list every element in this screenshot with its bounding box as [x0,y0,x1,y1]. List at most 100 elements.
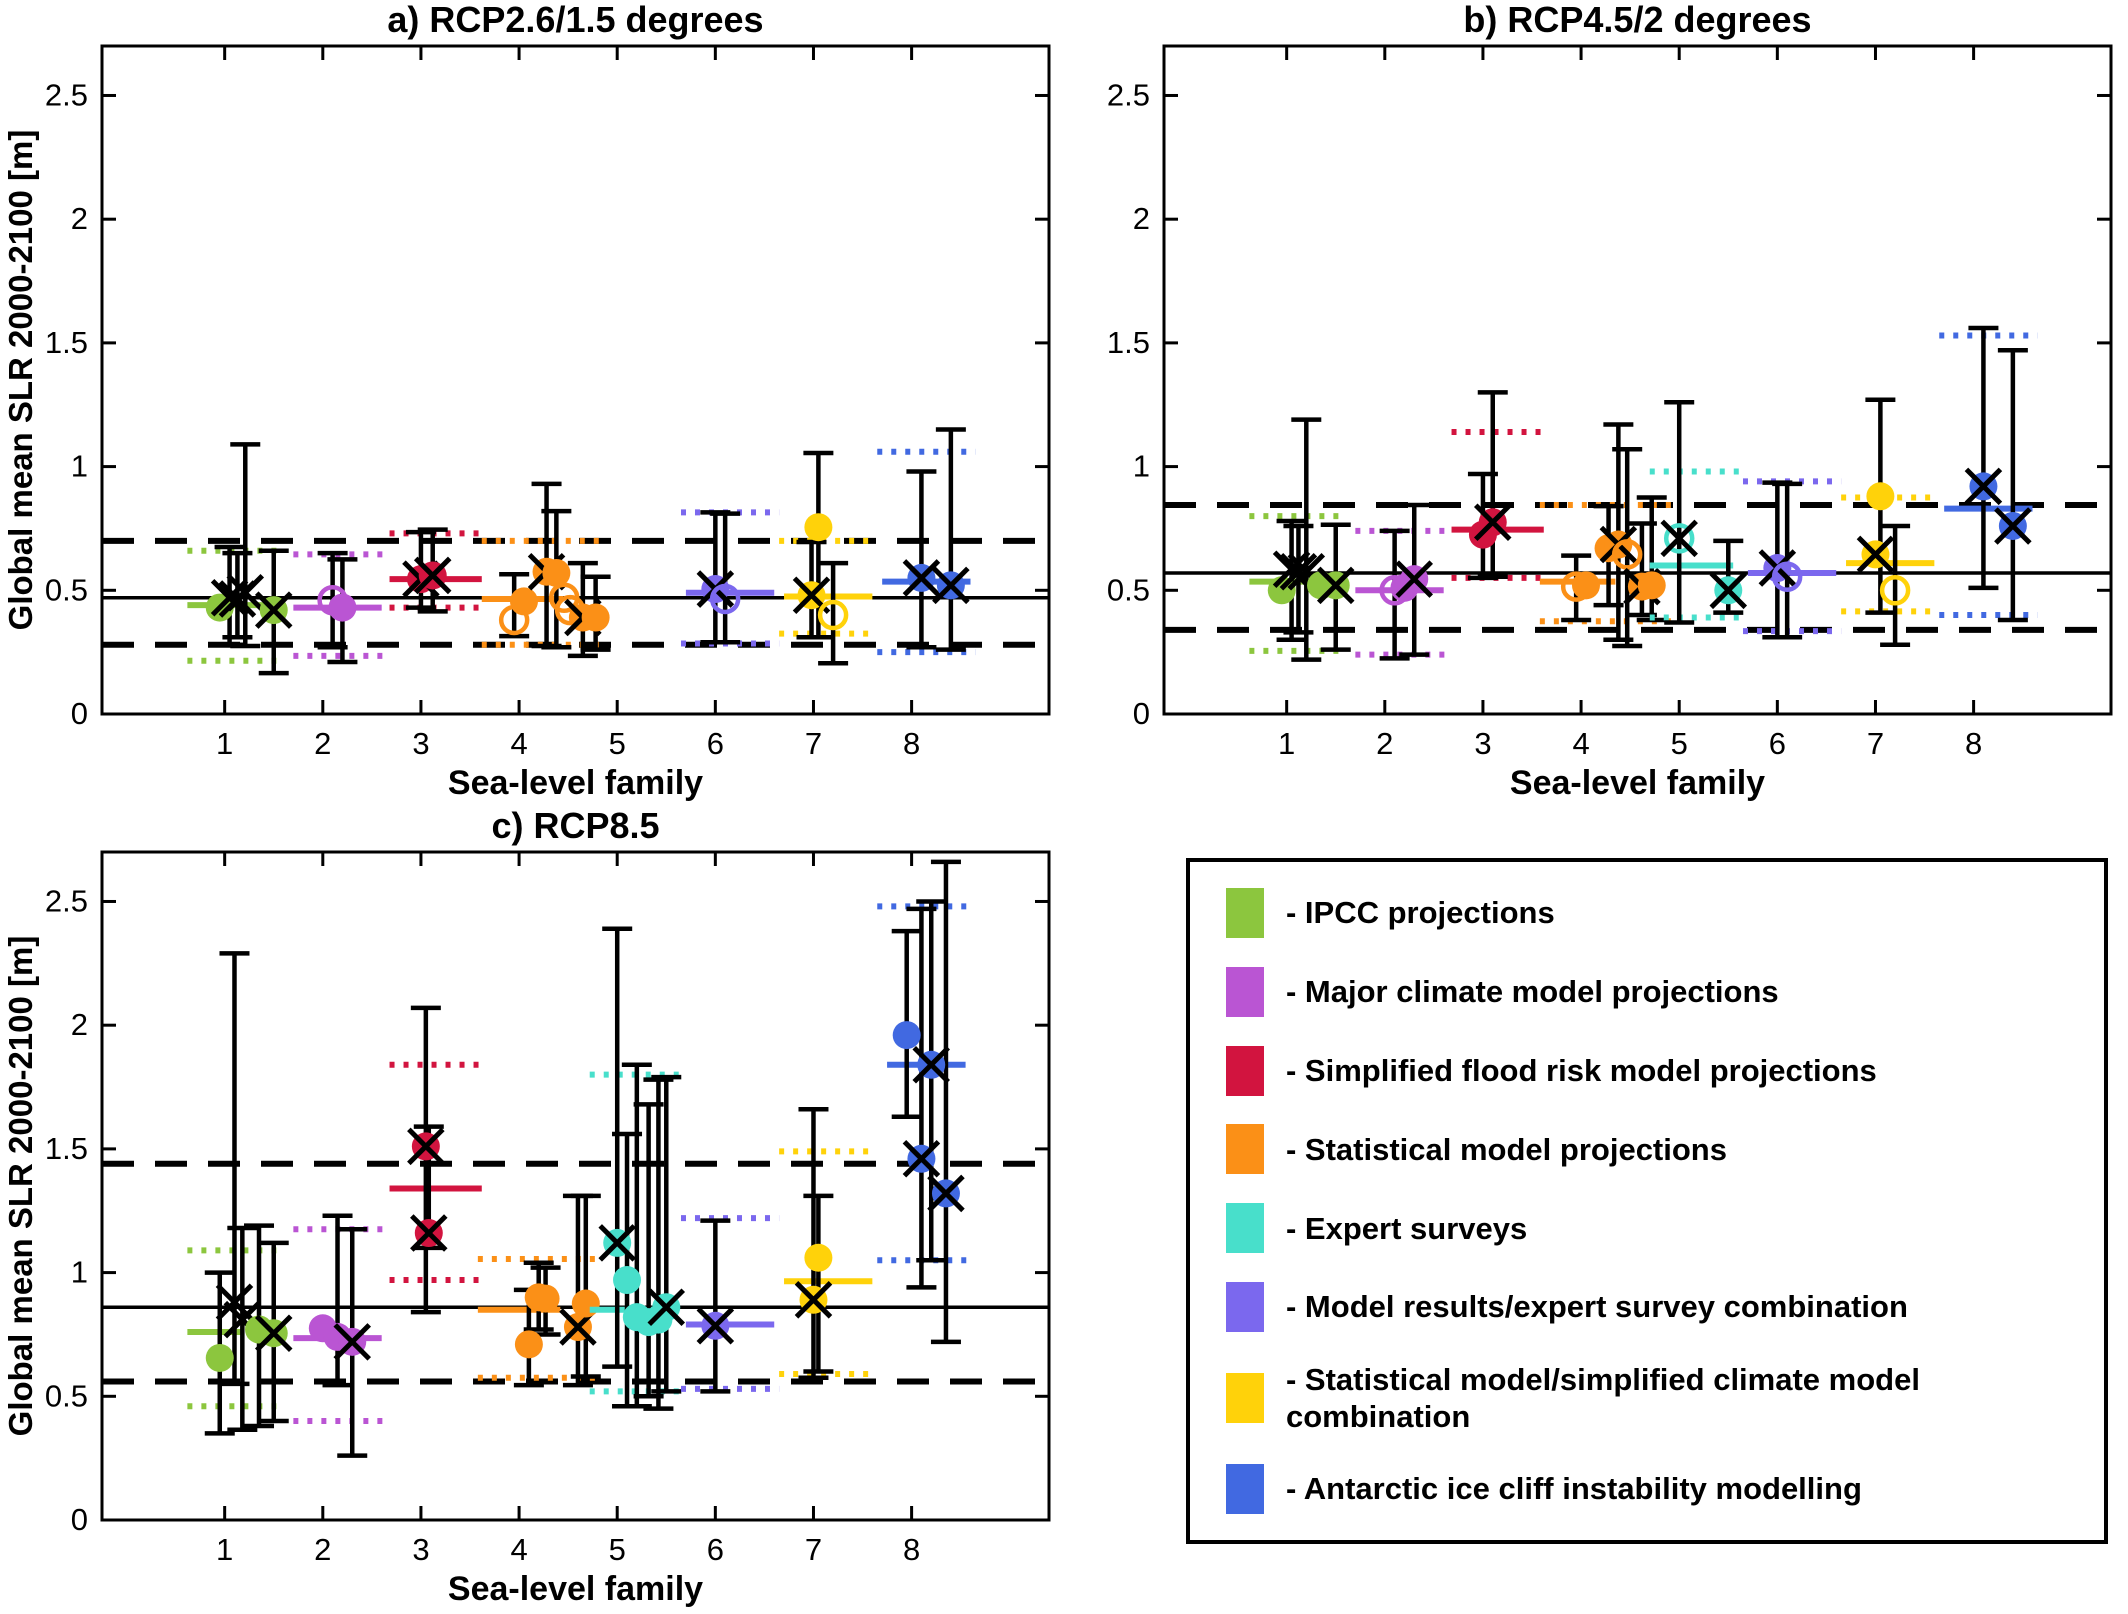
y-tick-label: 2.5 [1107,77,1150,112]
family-4-group [481,481,611,659]
y-tick-label: 2 [71,201,88,236]
error-bar [935,427,966,652]
marker-x-icon [902,559,941,597]
marker-filled-circle [514,1330,543,1359]
marker-x-icon [902,1140,941,1178]
error-bar [1968,325,1999,591]
x-tick-label: 1 [1278,726,1295,761]
error-bar [1291,417,1322,662]
family-4-group [1539,422,1675,649]
error-bar [1997,348,2028,623]
marker-x-icon [598,1224,636,1262]
marker-x-icon [1660,519,1698,558]
axes-frame [1162,44,2113,716]
y-tick-label: 2.5 [45,77,88,112]
axes-frame [100,44,1051,716]
y-tick-label: 0 [71,1502,88,1537]
panel-b-chart: 0 0.5 1 1.5 2 2.5 1 2 3 4 5 6 7 8 b) RCP4.5/2 degrees S… [1107,2,2113,802]
family-3-group [389,1005,485,1315]
legend-label: - Expert surveys [1286,1210,1528,1246]
x-tick-label: 8 [903,726,920,761]
panel-title: c) RCP8.5 [491,808,659,846]
marker-x-icon [1964,467,2003,506]
legend-swatch-statmix [1226,1372,1264,1423]
marker-x-icon [1994,507,2032,545]
marker-x-icon [333,1323,372,1361]
legend-swatch-ipcc [1226,888,1264,938]
family-6-group [680,1215,780,1394]
family-6-group [1742,478,1842,640]
legend-item-statmix: - Statistical model/simplified climate m… [1226,1361,2086,1435]
axes-frame [100,850,1051,1522]
x-tick-label: 5 [609,726,626,761]
marker-x-icon [927,1174,965,1213]
legend-label: - Statistical model projections [1286,1131,1727,1167]
marker-filled-circle [1866,482,1895,511]
marker-x-icon [223,1300,262,1339]
x-tick-label: 1 [216,1532,233,1567]
axis-ticks: 0 0.5 1 1.5 2 2.5 1 2 3 4 5 6 7 8 [1107,46,2111,761]
family-7-group [779,1107,873,1380]
family-1-group [187,442,293,676]
marker-x-icon [1272,550,1311,589]
marker-x-icon [1287,552,1326,591]
marker-filled-circle [542,558,571,587]
y-axis-label: Global mean SLR 2000-2100 [m] [6,936,39,1437]
x-tick-label: 2 [314,1532,331,1567]
x-tick-label: 4 [510,1532,527,1567]
marker-filled-circle [571,1289,600,1318]
error-bar [227,1225,258,1432]
legend-label: - IPCC projections [1286,895,1555,931]
x-tick-label: 5 [609,1532,626,1567]
y-tick-label: 0.5 [45,1378,88,1413]
y-tick-label: 2.5 [45,883,88,918]
y-tick-label: 0 [71,696,88,731]
x-tick-label: 7 [805,1532,822,1567]
legend: - IPCC projections - Major climate model … [1186,858,2108,1544]
legend-label: - Simplified flood risk model projection… [1286,1053,1877,1088]
marker-x-icon [1709,571,1748,610]
family-7-group [1841,397,1935,647]
panel-title: b) RCP4.5/2 degrees [1463,2,1811,40]
family-5-group [589,926,686,1411]
x-tick-label: 2 [1376,726,1393,761]
error-bar [906,906,937,1290]
x-tick-label: 2 [314,726,331,761]
y-tick-label: 1.5 [45,1131,88,1166]
error-bar [1880,523,1911,647]
x-tick-label: 1 [216,726,233,761]
marker-x-icon [254,1314,293,1352]
legend-label: - Major climate model projections [1286,974,1779,1010]
marker-x-icon [932,566,970,605]
legend-item-antarctic: - Antarctic ice cliff instability modell… [1226,1463,2086,1514]
panel-title: a) RCP2.6/1.5 degrees [387,2,763,40]
marker-open-circle [1771,561,1803,592]
x-tick-label: 4 [1572,726,1589,761]
y-tick-label: 1 [1133,449,1150,484]
family-3-group [389,527,482,614]
marker-filled-circle [509,587,538,616]
x-tick-label: 3 [1474,726,1491,761]
family-2-group [293,1213,387,1458]
marker-x-icon [407,1127,445,1166]
x-tick-label: 6 [707,1532,724,1567]
marker-x-icon [226,574,265,612]
family-6-group [680,509,780,647]
x-tick-label: 3 [412,726,429,761]
marker-filled-circle [531,1284,560,1313]
x-tick-label: 7 [1867,726,1884,761]
marker-open-circle [817,599,849,631]
y-tick-label: 0.5 [45,572,88,607]
family-8-group [877,427,976,656]
marker-filled-circle [328,593,357,622]
marker-filled-circle [205,1343,234,1372]
axis-ticks: 0 0.5 1 1.5 2 2.5 1 2 3 4 5 6 7 8 [45,46,1049,761]
marker-open-circle [1611,539,1643,570]
error-bar [906,469,937,650]
error-bar [570,1193,601,1379]
x-axis-label: Sea-level family [448,764,703,802]
legend-item-ipcc: - IPCC projections [1226,888,2086,938]
x-tick-label: 3 [412,1532,429,1567]
x-axis-label: Sea-level family [1510,764,1765,802]
